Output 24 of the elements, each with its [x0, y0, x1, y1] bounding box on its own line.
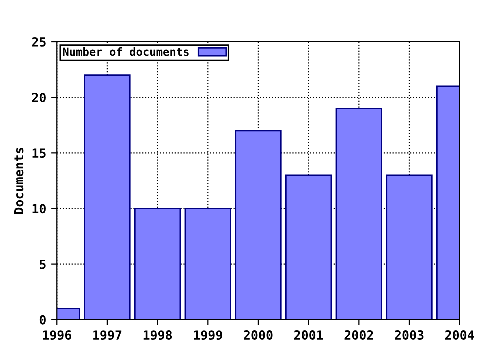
- y-tick-label: 25: [32, 37, 46, 47]
- y-tick-label: 0: [40, 315, 46, 325]
- x-tick-label: 2001: [294, 330, 324, 340]
- bar: [386, 174, 433, 320]
- y-tick-label: 10: [32, 204, 46, 214]
- x-tick-label: 2000: [244, 330, 273, 340]
- x-tick-label: 2002: [344, 330, 374, 340]
- x-tick-label: 2004: [445, 330, 474, 340]
- x-tick-label: 1999: [194, 330, 222, 340]
- bar: [285, 174, 332, 320]
- legend-label: Number of documents: [63, 48, 189, 56]
- y-tick-label: 20: [32, 93, 46, 103]
- y-axis-title: Documents: [14, 148, 24, 214]
- x-tick-label: 2003: [395, 330, 424, 340]
- bar: [336, 108, 383, 320]
- bar: [184, 208, 232, 320]
- x-tick-label: 1998: [144, 330, 172, 340]
- x-tick-label: 1997: [94, 330, 122, 340]
- y-tick-label: 5: [40, 260, 46, 270]
- x-tick-label: 1996: [43, 330, 72, 340]
- y-tick-label: 15: [32, 148, 46, 158]
- bar: [235, 130, 282, 320]
- bar: [134, 208, 182, 320]
- bar: [84, 74, 131, 320]
